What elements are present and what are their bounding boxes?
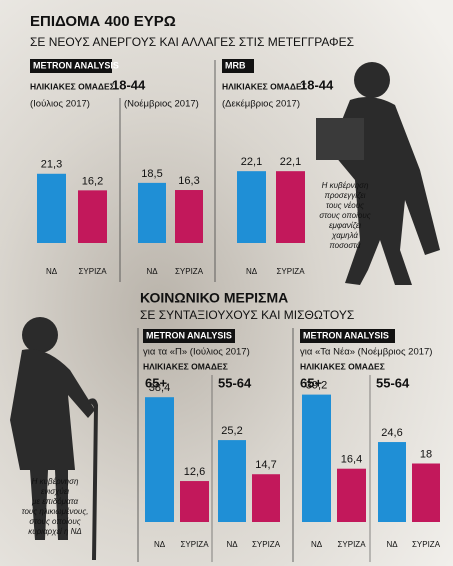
group-label: ΗΛΙΚΙΑΚΕΣ ΟΜΑΔΕΣ [143, 361, 228, 371]
group-label: ΗΛΙΚΙΑΚΕΣ ΟΜΑΔΕΣ [300, 361, 385, 371]
value-label: 12,6 [184, 466, 205, 478]
value-label: 22,1 [241, 156, 262, 168]
source-box [30, 59, 112, 73]
annotation: ποσοστά [329, 241, 361, 250]
bar [378, 442, 406, 522]
bar [145, 397, 174, 522]
group-label: ΗΛΙΚΙΑΚΕΣ ΟΜΑΔΕΣ [222, 81, 307, 91]
category-label: ΝΔ [226, 540, 238, 549]
bar [302, 394, 331, 522]
category-label: ΣΥΡΙΖΑ [175, 267, 204, 276]
source-label: MRB [225, 60, 246, 70]
category-label: ΝΔ [246, 267, 258, 276]
chart-title: 65+ [145, 375, 167, 390]
value-label: 16,3 [178, 175, 199, 187]
source-label: METRON ANALYSIS [33, 60, 119, 70]
section-subtitle: ΣΕ ΣΥΝΤΑΞΙΟΥΧΟΥΣ ΚΑΙ ΜΙΣΘΩΤΟΥΣ [140, 308, 354, 322]
age-range: 18-44 [300, 77, 334, 92]
category-label: ΝΔ [386, 540, 398, 549]
annotation: ενισχύει [41, 487, 69, 496]
value-label: 38,4 [149, 382, 170, 394]
category-label: ΝΔ [46, 267, 58, 276]
category-label: ΣΥΡΙΖΑ [276, 267, 305, 276]
chart-title: (Νοέμβριος 2017) [124, 99, 199, 110]
bar [37, 173, 66, 243]
category-label: ΝΔ [311, 540, 323, 549]
section-title: ΕΠΙΔΟΜΑ 400 ΕΥΡΩ [30, 13, 176, 30]
bar [175, 190, 203, 243]
annotation: προσεγγίζει [324, 191, 365, 200]
section-title: ΚΟΙΝΩΝΙΚΟ ΜΕΡΙΣΜΑ [140, 290, 288, 306]
annotation: Η κυβέρνηση [32, 477, 79, 486]
panel-note: για «Τα Νέα» (Νοέμβριος 2017) [300, 347, 432, 358]
source-box [300, 329, 395, 343]
annotation: εμφανίζει [329, 221, 361, 230]
source-box [222, 59, 254, 73]
value-label: 14,7 [255, 459, 276, 471]
category-label: ΝΔ [154, 540, 166, 549]
bar [180, 481, 209, 522]
bar [337, 468, 366, 522]
annotation: τους ηλικιωμένους, [22, 507, 89, 516]
age-range: 18-44 [112, 77, 146, 92]
chart-title: (Ιούλιος 2017) [30, 99, 90, 110]
category-label: ΣΥΡΙΖΑ [412, 540, 441, 549]
annotation: με επιδόματα [31, 497, 78, 506]
value-label: 22,1 [280, 156, 301, 168]
chart-title: 55-64 [218, 375, 252, 390]
annotation: χαμηλά [331, 231, 358, 240]
chart-title: 65+ [300, 375, 322, 390]
value-label: 21,3 [41, 159, 62, 171]
section-subtitle: ΣΕ ΝΕΟΥΣ ΑΝΕΡΓΟΥΣ ΚΑΙ ΑΛΛΑΓΕΣ ΣΤΙΣ ΜΕΤΕΓ… [30, 35, 354, 49]
bar [237, 171, 266, 243]
value-label: 16,4 [341, 454, 362, 466]
category-label: ΝΔ [146, 267, 158, 276]
bar [218, 440, 246, 522]
category-label: ΣΥΡΙΖΑ [78, 267, 107, 276]
chart-title: (Δεκέμβριος 2017) [222, 99, 300, 110]
bar [78, 190, 107, 243]
annotation: στους οποίους [29, 517, 80, 526]
bar [252, 474, 280, 522]
annotation: Η κυβέρνηση [322, 181, 369, 190]
annotation: στους οποίους [319, 211, 370, 220]
annotation: κυριαρχεί η ΝΔ [28, 527, 82, 536]
chart-title: 55-64 [376, 375, 410, 390]
bar [276, 171, 305, 243]
man-silhouette [316, 62, 440, 285]
value-label: 18 [420, 448, 432, 460]
source-box [143, 329, 235, 343]
annotation: τους νέους [326, 201, 364, 210]
source-label: METRON ANALYSIS [303, 330, 389, 340]
value-label: 24,6 [381, 427, 402, 439]
panel-note: για τα «Π» (Ιούλιος 2017) [143, 347, 250, 358]
bar [138, 182, 166, 243]
bar [412, 463, 440, 522]
group-label: ΗΛΙΚΙΑΚΕΣ ΟΜΑΔΕΣ [30, 81, 115, 91]
value-label: 16,2 [82, 175, 103, 187]
category-label: ΣΥΡΙΖΑ [252, 540, 281, 549]
category-label: ΣΥΡΙΖΑ [180, 540, 209, 549]
category-label: ΣΥΡΙΖΑ [337, 540, 366, 549]
value-label: 18,5 [141, 168, 162, 180]
value-label: 39,2 [306, 380, 327, 392]
value-label: 25,2 [221, 425, 242, 437]
woman-silhouette [10, 317, 98, 560]
source-label: METRON ANALYSIS [146, 330, 232, 340]
